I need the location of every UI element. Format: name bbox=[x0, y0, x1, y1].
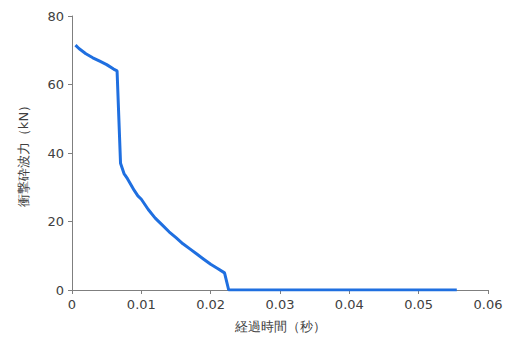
svg-text:80: 80 bbox=[47, 9, 64, 24]
svg-text:経過時間（秒）: 経過時間（秒） bbox=[234, 319, 326, 334]
svg-text:20: 20 bbox=[47, 214, 64, 229]
svg-text:0: 0 bbox=[56, 283, 64, 298]
svg-text:60: 60 bbox=[47, 77, 64, 92]
svg-text:0.03: 0.03 bbox=[266, 297, 295, 312]
svg-text:0.02: 0.02 bbox=[196, 297, 225, 312]
svg-text:衝撃砕波力（kN）: 衝撃砕波力（kN） bbox=[16, 99, 31, 207]
svg-text:0.04: 0.04 bbox=[335, 297, 364, 312]
svg-text:40: 40 bbox=[47, 146, 64, 161]
svg-text:0.05: 0.05 bbox=[404, 297, 433, 312]
svg-text:0.06: 0.06 bbox=[474, 297, 503, 312]
svg-text:0: 0 bbox=[68, 297, 76, 312]
svg-text:0.01: 0.01 bbox=[127, 297, 156, 312]
